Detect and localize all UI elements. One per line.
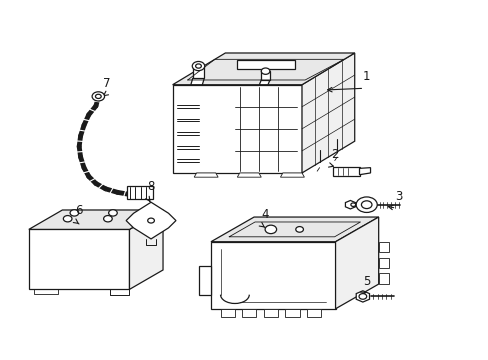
Text: 6: 6 <box>75 204 83 217</box>
Text: 3: 3 <box>394 190 402 203</box>
Circle shape <box>361 201 371 208</box>
Polygon shape <box>306 309 321 316</box>
Polygon shape <box>127 186 153 199</box>
Polygon shape <box>190 78 204 85</box>
Polygon shape <box>378 242 388 252</box>
Polygon shape <box>285 309 299 316</box>
Circle shape <box>358 294 366 299</box>
Polygon shape <box>335 217 378 309</box>
Text: 7: 7 <box>102 77 110 90</box>
Circle shape <box>63 216 72 222</box>
Polygon shape <box>378 258 388 268</box>
Circle shape <box>95 94 101 99</box>
Polygon shape <box>210 217 378 242</box>
Polygon shape <box>172 85 302 173</box>
Circle shape <box>108 210 117 216</box>
Text: 2: 2 <box>330 148 338 161</box>
Polygon shape <box>29 229 129 289</box>
Text: 1: 1 <box>362 70 370 83</box>
Text: 5: 5 <box>362 275 369 288</box>
Polygon shape <box>355 291 369 302</box>
Polygon shape <box>263 309 278 316</box>
Polygon shape <box>345 201 355 209</box>
Text: 8: 8 <box>146 180 154 193</box>
Polygon shape <box>210 242 335 309</box>
Circle shape <box>70 210 79 216</box>
Polygon shape <box>126 202 176 239</box>
Polygon shape <box>378 274 388 284</box>
Polygon shape <box>194 173 218 177</box>
Circle shape <box>264 225 276 234</box>
Polygon shape <box>220 309 234 316</box>
Polygon shape <box>261 71 269 80</box>
Polygon shape <box>259 80 269 85</box>
Polygon shape <box>29 210 163 229</box>
Circle shape <box>350 203 355 207</box>
Polygon shape <box>237 173 261 177</box>
Polygon shape <box>242 309 256 316</box>
Polygon shape <box>192 66 204 78</box>
Circle shape <box>103 216 112 222</box>
Polygon shape <box>129 210 163 289</box>
Polygon shape <box>302 53 354 173</box>
Polygon shape <box>280 173 304 177</box>
Circle shape <box>355 197 376 212</box>
Polygon shape <box>199 266 210 294</box>
Polygon shape <box>359 168 370 175</box>
Circle shape <box>261 68 269 74</box>
Text: 4: 4 <box>261 208 268 221</box>
Circle shape <box>195 64 201 68</box>
Circle shape <box>192 62 204 71</box>
Polygon shape <box>237 60 294 69</box>
Circle shape <box>92 92 104 101</box>
Polygon shape <box>332 167 359 176</box>
Circle shape <box>295 226 303 232</box>
Circle shape <box>147 218 154 223</box>
Polygon shape <box>172 53 354 85</box>
